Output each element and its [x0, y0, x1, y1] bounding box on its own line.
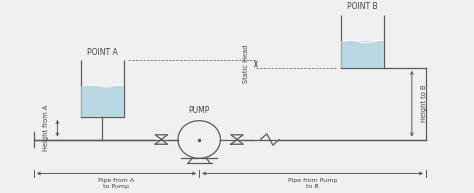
Text: Static Head: Static Head [243, 45, 248, 83]
Text: POINT A: POINT A [87, 47, 118, 57]
Polygon shape [341, 41, 383, 68]
Text: Height to B: Height to B [421, 85, 427, 122]
Text: Pipe from A
to Pump: Pipe from A to Pump [99, 178, 135, 189]
Polygon shape [81, 86, 124, 117]
Text: POINT B: POINT B [347, 2, 378, 11]
Text: PUMP: PUMP [189, 106, 210, 115]
Text: Pipe from Pump
to B: Pipe from Pump to B [288, 178, 337, 189]
Text: Height from A: Height from A [43, 105, 49, 151]
